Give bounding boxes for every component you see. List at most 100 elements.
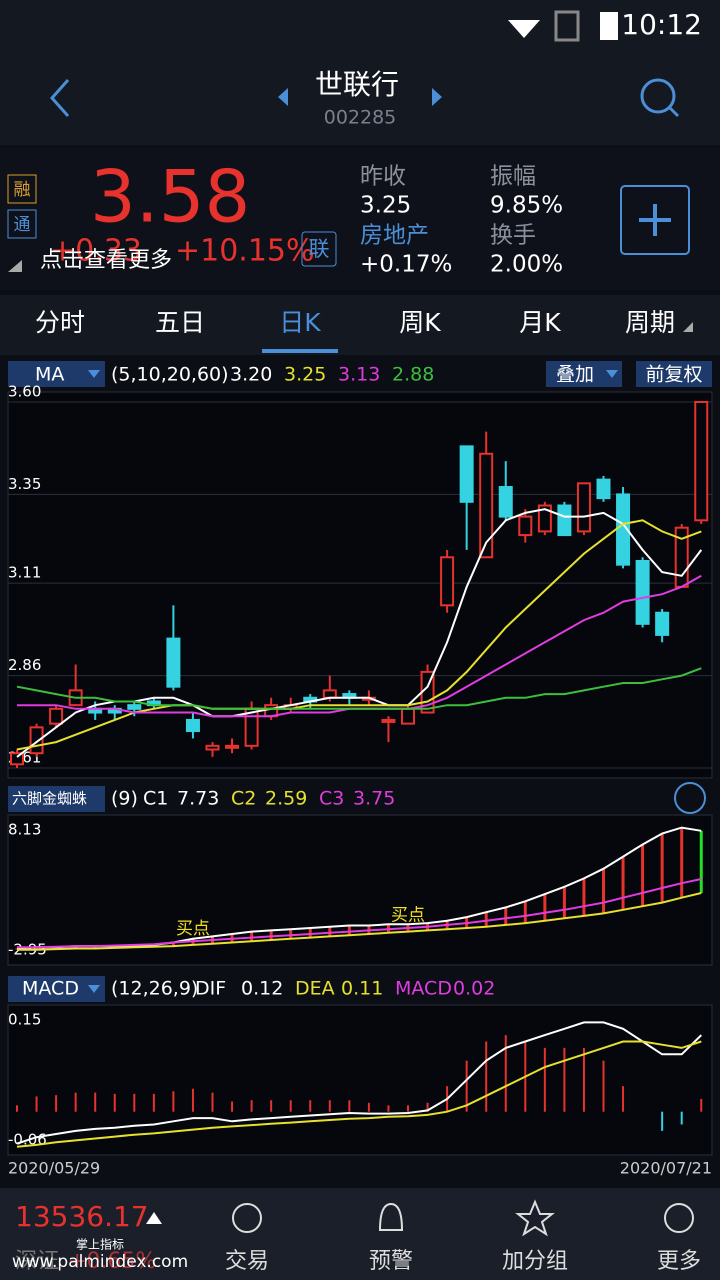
indicator-select[interactable] — [8, 976, 105, 1002]
series-value: 0.12 — [241, 978, 283, 1000]
alert-icon — [378, 1202, 404, 1231]
tag-box — [7, 174, 37, 204]
tab[interactable]: 月K — [519, 308, 561, 337]
candle-body — [225, 744, 240, 749]
series-line — [16, 1021, 702, 1145]
indicator-select[interactable] — [8, 786, 105, 812]
nav-item[interactable]: 预警 — [369, 1249, 413, 1274]
plus-icon — [639, 204, 671, 236]
adjust-button[interactable] — [636, 361, 712, 387]
candle-body — [401, 707, 415, 725]
label: 换手 — [490, 223, 536, 249]
series-line — [16, 519, 702, 751]
y-tick-label: 2.86 — [8, 656, 41, 674]
value: 3.25 — [360, 193, 411, 219]
candle-body — [10, 752, 24, 766]
candle-body — [205, 744, 220, 751]
tab[interactable]: 周K — [399, 308, 441, 337]
candle-body — [518, 515, 533, 537]
indicator-name: MA — [35, 364, 64, 386]
nav-item[interactable]: 更多 — [657, 1249, 701, 1274]
ma-value: 3.20 — [230, 364, 272, 386]
change: +0.33 — [50, 234, 142, 269]
indicator-name: MACD — [22, 978, 79, 1000]
indicator-select[interactable] — [8, 361, 105, 387]
tab-indicator — [262, 349, 338, 353]
tab[interactable]: 日K — [279, 308, 321, 337]
series-label: MACD — [395, 978, 452, 1000]
tab[interactable]: 周期 — [625, 308, 675, 337]
series-line — [16, 1040, 702, 1148]
stock-code: 002285 — [324, 107, 397, 129]
y-tick-label: 0.15 — [8, 1011, 41, 1029]
series-line — [17, 892, 702, 951]
tab[interactable]: 五日 — [155, 308, 205, 337]
wifi-icon — [508, 20, 540, 38]
series-line — [16, 667, 702, 710]
macd-panel — [7, 1004, 713, 1156]
candle-body — [29, 726, 44, 755]
candle-body — [185, 718, 200, 733]
tab[interactable]: 分时 — [35, 308, 85, 337]
candle-body — [166, 637, 181, 688]
index-change: +0.65% — [68, 1249, 156, 1274]
add-button[interactable] — [620, 185, 690, 255]
dropdown-arrow — [606, 370, 618, 378]
dropdown-arrow — [88, 370, 100, 378]
series-label: DEA — [295, 978, 335, 1000]
tag-box — [7, 209, 37, 239]
candle-body — [596, 478, 611, 500]
end-date: 2020/07/21 — [620, 1159, 712, 1178]
ma-value: 3.25 — [284, 364, 326, 386]
index-name: 深证 — [15, 1249, 59, 1274]
series-value: 7.73 — [177, 788, 219, 810]
nav-item[interactable]: 加分组 — [502, 1249, 568, 1274]
y-tick-label: 8.13 — [8, 821, 41, 839]
candle-body — [479, 452, 494, 559]
watermark: www.palmindex.com — [12, 1252, 188, 1272]
series-value: 2.59 — [265, 788, 307, 810]
more-link[interactable]: 点击查看更多 — [40, 248, 172, 273]
expand-button[interactable] — [674, 782, 706, 814]
candle-body — [127, 704, 142, 710]
prev-stock[interactable] — [278, 88, 288, 106]
candle-body — [322, 689, 337, 699]
value: 9.85% — [490, 193, 563, 219]
candle-body — [635, 559, 650, 625]
search-button[interactable] — [640, 78, 676, 114]
params: (9) — [111, 788, 138, 810]
back-button[interactable] — [49, 79, 70, 117]
series-line — [16, 826, 702, 950]
y-tick-label: 3.35 — [8, 475, 41, 493]
nav-item[interactable]: 交易 — [225, 1249, 269, 1274]
ma-value: 3.13 — [338, 364, 380, 386]
y-tick-label: 3.60 — [8, 383, 41, 401]
tag[interactable]: 联 — [309, 237, 330, 261]
up-arrow — [146, 1212, 162, 1224]
ma-value: 2.88 — [392, 364, 434, 386]
candle-body — [440, 556, 455, 607]
candle-body — [381, 718, 396, 723]
candle-body — [498, 486, 513, 518]
quote-panel — [0, 148, 720, 290]
label: 振幅 — [490, 164, 536, 190]
stock-name: 世联行 — [315, 68, 399, 101]
params: (12,26,9) — [111, 978, 198, 1000]
bottom-nav — [0, 1188, 720, 1280]
candle-body — [655, 611, 670, 636]
next-stock[interactable] — [432, 88, 442, 106]
sector[interactable]: 房地产 — [360, 223, 429, 249]
tab-bar — [0, 295, 720, 355]
candle-body — [557, 504, 572, 537]
value: +0.17% — [360, 252, 452, 278]
buy-point: 买点 — [176, 919, 210, 939]
spider-panel — [7, 814, 713, 966]
label: 昨收 — [360, 164, 406, 190]
watermark: 掌上指标 — [76, 1237, 124, 1252]
series-label: DIF — [195, 978, 226, 1000]
series-label: C3 — [319, 788, 344, 810]
tag: 通 — [14, 215, 31, 235]
corner-icon — [8, 260, 22, 272]
candle-body — [694, 401, 709, 522]
start-date: 2020/05/29 — [8, 1159, 100, 1178]
